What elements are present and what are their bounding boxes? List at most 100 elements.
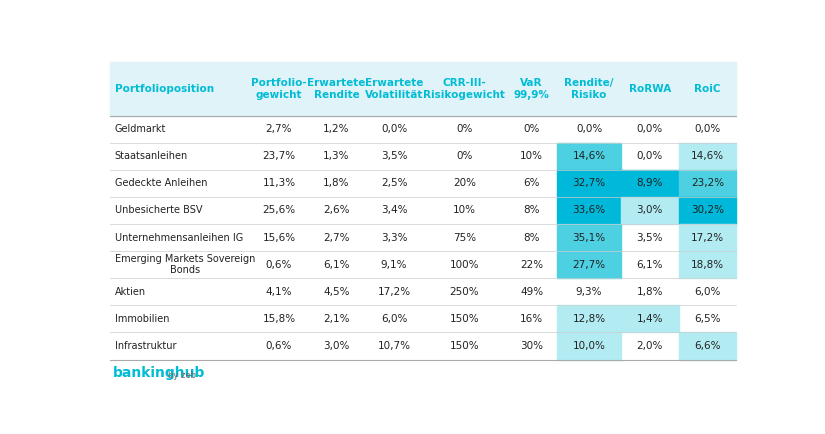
Text: 8%: 8%	[523, 233, 540, 243]
Text: 0,0%: 0,0%	[694, 124, 720, 134]
Text: 0,0%: 0,0%	[637, 124, 663, 134]
Text: 2,6%: 2,6%	[323, 205, 350, 215]
Text: 100%: 100%	[450, 260, 479, 270]
Text: 10%: 10%	[453, 205, 476, 215]
Text: Emerging Markets Sovereign
Bonds: Emerging Markets Sovereign Bonds	[115, 254, 255, 276]
Text: RoiC: RoiC	[694, 84, 720, 94]
Text: 0%: 0%	[523, 124, 540, 134]
Text: VaR
99,9%: VaR 99,9%	[514, 78, 549, 100]
Text: 3,5%: 3,5%	[637, 233, 663, 243]
Text: 15,8%: 15,8%	[262, 314, 295, 324]
Bar	[678, 170, 736, 197]
Text: 9,1%: 9,1%	[381, 260, 408, 270]
Text: 250%: 250%	[450, 287, 479, 297]
Bar	[621, 305, 678, 332]
Text: Erwartete
Volatilität: Erwartete Volatilität	[365, 78, 423, 100]
Text: by zeb: by zeb	[168, 371, 196, 380]
Text: 3,4%: 3,4%	[381, 205, 408, 215]
Text: 1,8%: 1,8%	[637, 287, 663, 297]
Text: 18,8%: 18,8%	[691, 260, 724, 270]
Text: Unternehmensanleihen IG: Unternehmensanleihen IG	[115, 233, 243, 243]
Text: 20%: 20%	[453, 178, 476, 188]
Text: 8%: 8%	[523, 205, 540, 215]
Bar	[678, 197, 736, 224]
Bar	[110, 62, 736, 115]
Text: 0,6%: 0,6%	[266, 341, 292, 351]
Bar	[557, 251, 621, 278]
Text: 75%: 75%	[453, 233, 476, 243]
Text: 6,0%: 6,0%	[381, 314, 408, 324]
Text: 1,4%: 1,4%	[637, 314, 663, 324]
Text: 2,1%: 2,1%	[323, 314, 350, 324]
Text: 49%: 49%	[520, 287, 543, 297]
Text: 2,5%: 2,5%	[381, 178, 408, 188]
Text: 23,7%: 23,7%	[262, 151, 295, 161]
Text: 23,2%: 23,2%	[691, 178, 724, 188]
Text: 14,6%: 14,6%	[691, 151, 724, 161]
Bar	[678, 224, 736, 251]
Text: Erwartete
Rendite: Erwartete Rendite	[307, 78, 365, 100]
Text: 150%: 150%	[450, 314, 479, 324]
Text: 6,5%: 6,5%	[694, 314, 720, 324]
Text: 3,5%: 3,5%	[381, 151, 408, 161]
Bar	[557, 197, 621, 224]
Bar	[557, 143, 621, 170]
Text: Staatsanleihen: Staatsanleihen	[115, 151, 188, 161]
Text: 150%: 150%	[450, 341, 479, 351]
Text: 25,6%: 25,6%	[262, 205, 295, 215]
Text: bankinghub: bankinghub	[113, 366, 205, 380]
Bar	[557, 305, 621, 332]
Text: 10%: 10%	[520, 151, 543, 161]
Bar	[678, 332, 736, 359]
Text: 27,7%: 27,7%	[573, 260, 606, 270]
Text: 6,0%: 6,0%	[694, 287, 720, 297]
Text: 3,0%: 3,0%	[637, 205, 663, 215]
Text: 6%: 6%	[523, 178, 540, 188]
Text: 2,7%: 2,7%	[323, 233, 350, 243]
Text: 0%: 0%	[456, 124, 473, 134]
Text: 3,0%: 3,0%	[323, 341, 350, 351]
Text: Immobilien: Immobilien	[115, 314, 169, 324]
Text: 10,0%: 10,0%	[573, 341, 606, 351]
Bar	[678, 143, 736, 170]
Text: 16%: 16%	[520, 314, 543, 324]
Bar	[678, 251, 736, 278]
Text: 0,0%: 0,0%	[576, 124, 602, 134]
Text: 22%: 22%	[520, 260, 543, 270]
Bar	[557, 170, 621, 197]
Text: Gedeckte Anleihen: Gedeckte Anleihen	[115, 178, 207, 188]
Text: 32,7%: 32,7%	[573, 178, 606, 188]
Text: 17,2%: 17,2%	[691, 233, 724, 243]
Text: 6,1%: 6,1%	[323, 260, 350, 270]
Text: RoRWA: RoRWA	[629, 84, 671, 94]
Text: 1,8%: 1,8%	[323, 178, 350, 188]
Text: 33,6%: 33,6%	[573, 205, 606, 215]
Bar	[557, 332, 621, 359]
Text: 6,1%: 6,1%	[637, 260, 663, 270]
Text: CRR-III-
Risikogewicht: CRR-III- Risikogewicht	[423, 78, 505, 100]
Bar	[621, 170, 678, 197]
Text: Infrastruktur: Infrastruktur	[115, 341, 176, 351]
Text: Portfolioposition: Portfolioposition	[115, 84, 214, 94]
Text: 8,9%: 8,9%	[637, 178, 663, 188]
Text: 35,1%: 35,1%	[573, 233, 606, 243]
Text: Rendite/
Risiko: Rendite/ Risiko	[564, 78, 614, 100]
Text: 0,0%: 0,0%	[381, 124, 408, 134]
Text: 14,6%: 14,6%	[573, 151, 606, 161]
Text: 15,6%: 15,6%	[262, 233, 295, 243]
Text: Geldmarkt: Geldmarkt	[115, 124, 166, 134]
Text: Portfolio-
gewicht: Portfolio- gewicht	[251, 78, 307, 100]
Text: 9,3%: 9,3%	[576, 287, 602, 297]
Text: 1,3%: 1,3%	[323, 151, 350, 161]
Text: 0,0%: 0,0%	[637, 151, 663, 161]
Text: 2,7%: 2,7%	[266, 124, 292, 134]
Text: 0%: 0%	[456, 151, 473, 161]
Text: 12,8%: 12,8%	[573, 314, 606, 324]
Text: 6,6%: 6,6%	[694, 341, 720, 351]
Text: 10,7%: 10,7%	[378, 341, 411, 351]
Text: 11,3%: 11,3%	[262, 178, 295, 188]
Text: 4,5%: 4,5%	[323, 287, 350, 297]
Text: 30%: 30%	[520, 341, 543, 351]
Text: Aktien: Aktien	[115, 287, 146, 297]
Text: 4,1%: 4,1%	[266, 287, 292, 297]
